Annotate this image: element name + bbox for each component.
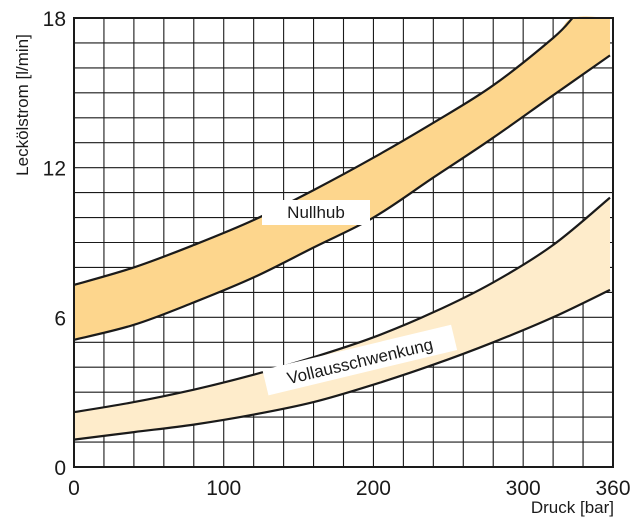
plot-frame: [73, 17, 614, 468]
series-line: [73, 196, 611, 414]
x-axis-label: Druck [bar]: [531, 498, 614, 517]
series-line: [73, 54, 611, 341]
band-label-text: Nullhub: [287, 203, 345, 222]
x-tick-label: 100: [206, 477, 241, 500]
band-area: [74, 197, 610, 440]
y-tick-label: 12: [43, 158, 66, 181]
curves: [73, 17, 611, 441]
y-tick-label: 18: [43, 8, 66, 31]
x-tick-label: 360: [595, 477, 630, 500]
band-label-nullhub: Nullhub: [262, 200, 370, 225]
x-tick-label: 200: [356, 477, 391, 500]
ticks: 0 100 200 300 360 0 6 12 18: [43, 8, 631, 500]
y-tick-label: 6: [54, 307, 66, 330]
x-tick-label: 0: [68, 477, 80, 500]
band-label-background: [262, 324, 458, 396]
y-tick-label: 0: [54, 457, 66, 480]
band-label-background: [262, 200, 370, 225]
series-line: [73, 288, 611, 441]
y-axis-label: Leckölstrom [l/min]: [13, 34, 32, 176]
series-line: [73, 17, 574, 286]
x-tick-label: 300: [506, 477, 541, 500]
